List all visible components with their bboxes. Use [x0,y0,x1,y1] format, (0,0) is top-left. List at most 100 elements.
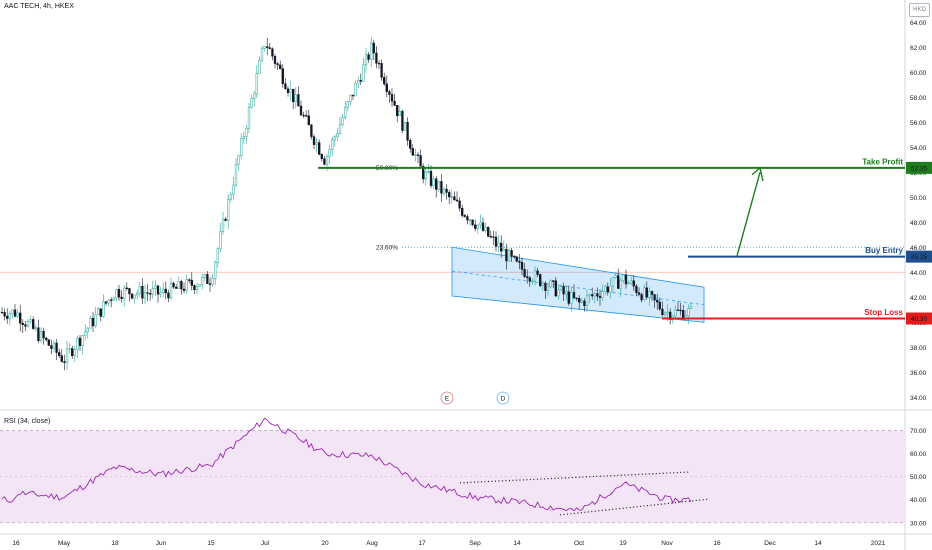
candle-body [409,140,412,149]
candle-body [255,73,258,95]
candle-body [312,136,316,145]
candle-body [468,219,472,221]
candle-body [367,54,370,60]
price-tick-label: 64.00 [910,20,927,27]
candle-body [104,301,108,304]
candle-body [141,286,144,299]
price-tick-label: 50.00 [910,195,927,202]
candle-body [227,199,230,221]
symbol-header: AAC TECH, 4h, HKEX [4,3,74,10]
candle-body [650,291,654,295]
candle-body [497,242,500,247]
candle-body [440,181,443,194]
fib-label: 23.60% [376,244,398,251]
candle-body [258,59,261,74]
candle-body [117,288,121,298]
candle-body [370,42,373,60]
level-label: Stop Loss [864,308,903,317]
candle-body [302,114,305,117]
rsi-lower-trendline [559,498,709,516]
candle-body [479,222,482,226]
candle-body [42,330,45,339]
candle-body [489,236,492,238]
candle-body [78,337,82,346]
candle-body [689,306,693,309]
candle-body [637,292,641,295]
candle-body [611,277,615,287]
candle-body [401,110,404,131]
candle-body [416,154,420,156]
currency-button[interactable]: HKD [909,3,930,17]
candle-body [242,136,245,140]
candle-body [297,94,300,107]
candle-body [518,261,521,263]
candle-body [557,289,560,297]
candle-body [455,199,459,202]
candle-body [661,308,664,315]
candle-body [593,293,596,297]
time-tick-label: 17 [418,540,426,547]
candle-body [674,309,677,317]
candle-body [156,285,160,295]
target-arrow-head [751,166,764,182]
candle-body [494,236,498,247]
candle-body [123,287,126,299]
candle-body [65,348,69,363]
price-tick-label: 44.00 [910,270,927,277]
candle-body [162,288,165,293]
candle-body [45,337,48,341]
candle-body [58,352,61,356]
candle-body [247,107,251,129]
candle-body [520,262,524,270]
candle-body [253,93,256,99]
price-tag [906,250,932,263]
candle-body [492,236,495,238]
price-tag [906,312,932,325]
candle-body [338,124,342,134]
candle-body [505,248,508,262]
time-tick-label: 15 [207,540,215,547]
candle-body [598,295,602,298]
price-tick-label: 54.00 [910,145,927,152]
candle-body [609,285,612,293]
candle-body [182,288,186,291]
candle-body [94,314,97,327]
candle-body [572,292,576,299]
candle-body [357,80,360,84]
candle-body [507,250,511,262]
candle-body [73,349,76,357]
candle-body [687,308,690,317]
rsi-line [1,417,692,512]
candle-body [349,94,352,103]
candle-body [240,138,243,157]
candle-body [294,94,297,103]
candle-body [617,275,620,289]
candle-body [232,184,235,196]
candle-body [16,312,19,317]
candle-body [422,166,425,180]
candle-body [591,294,594,297]
candle-body [471,219,474,226]
candle-body [354,82,357,97]
time-tick-label: 16 [713,540,721,547]
time-tick-label: Nov [661,540,673,547]
candle-body [484,226,487,231]
candle-body [341,117,344,125]
candle-body [396,105,399,116]
price-tick-label: 36.00 [910,370,927,377]
level-label: Buy Entry [865,246,903,255]
candle-body [435,178,438,190]
candle-body [424,171,427,180]
candle-body [68,348,71,350]
rsi-tick-label: 30.00 [910,520,927,527]
candle-body [26,321,30,327]
candle-body [575,297,578,299]
candle-body [37,327,40,341]
candle-body [60,355,63,362]
candle-body [627,282,630,285]
candle-body [362,64,365,82]
candle-body [375,52,378,64]
candle-body [635,285,638,294]
candle-body [448,192,451,198]
